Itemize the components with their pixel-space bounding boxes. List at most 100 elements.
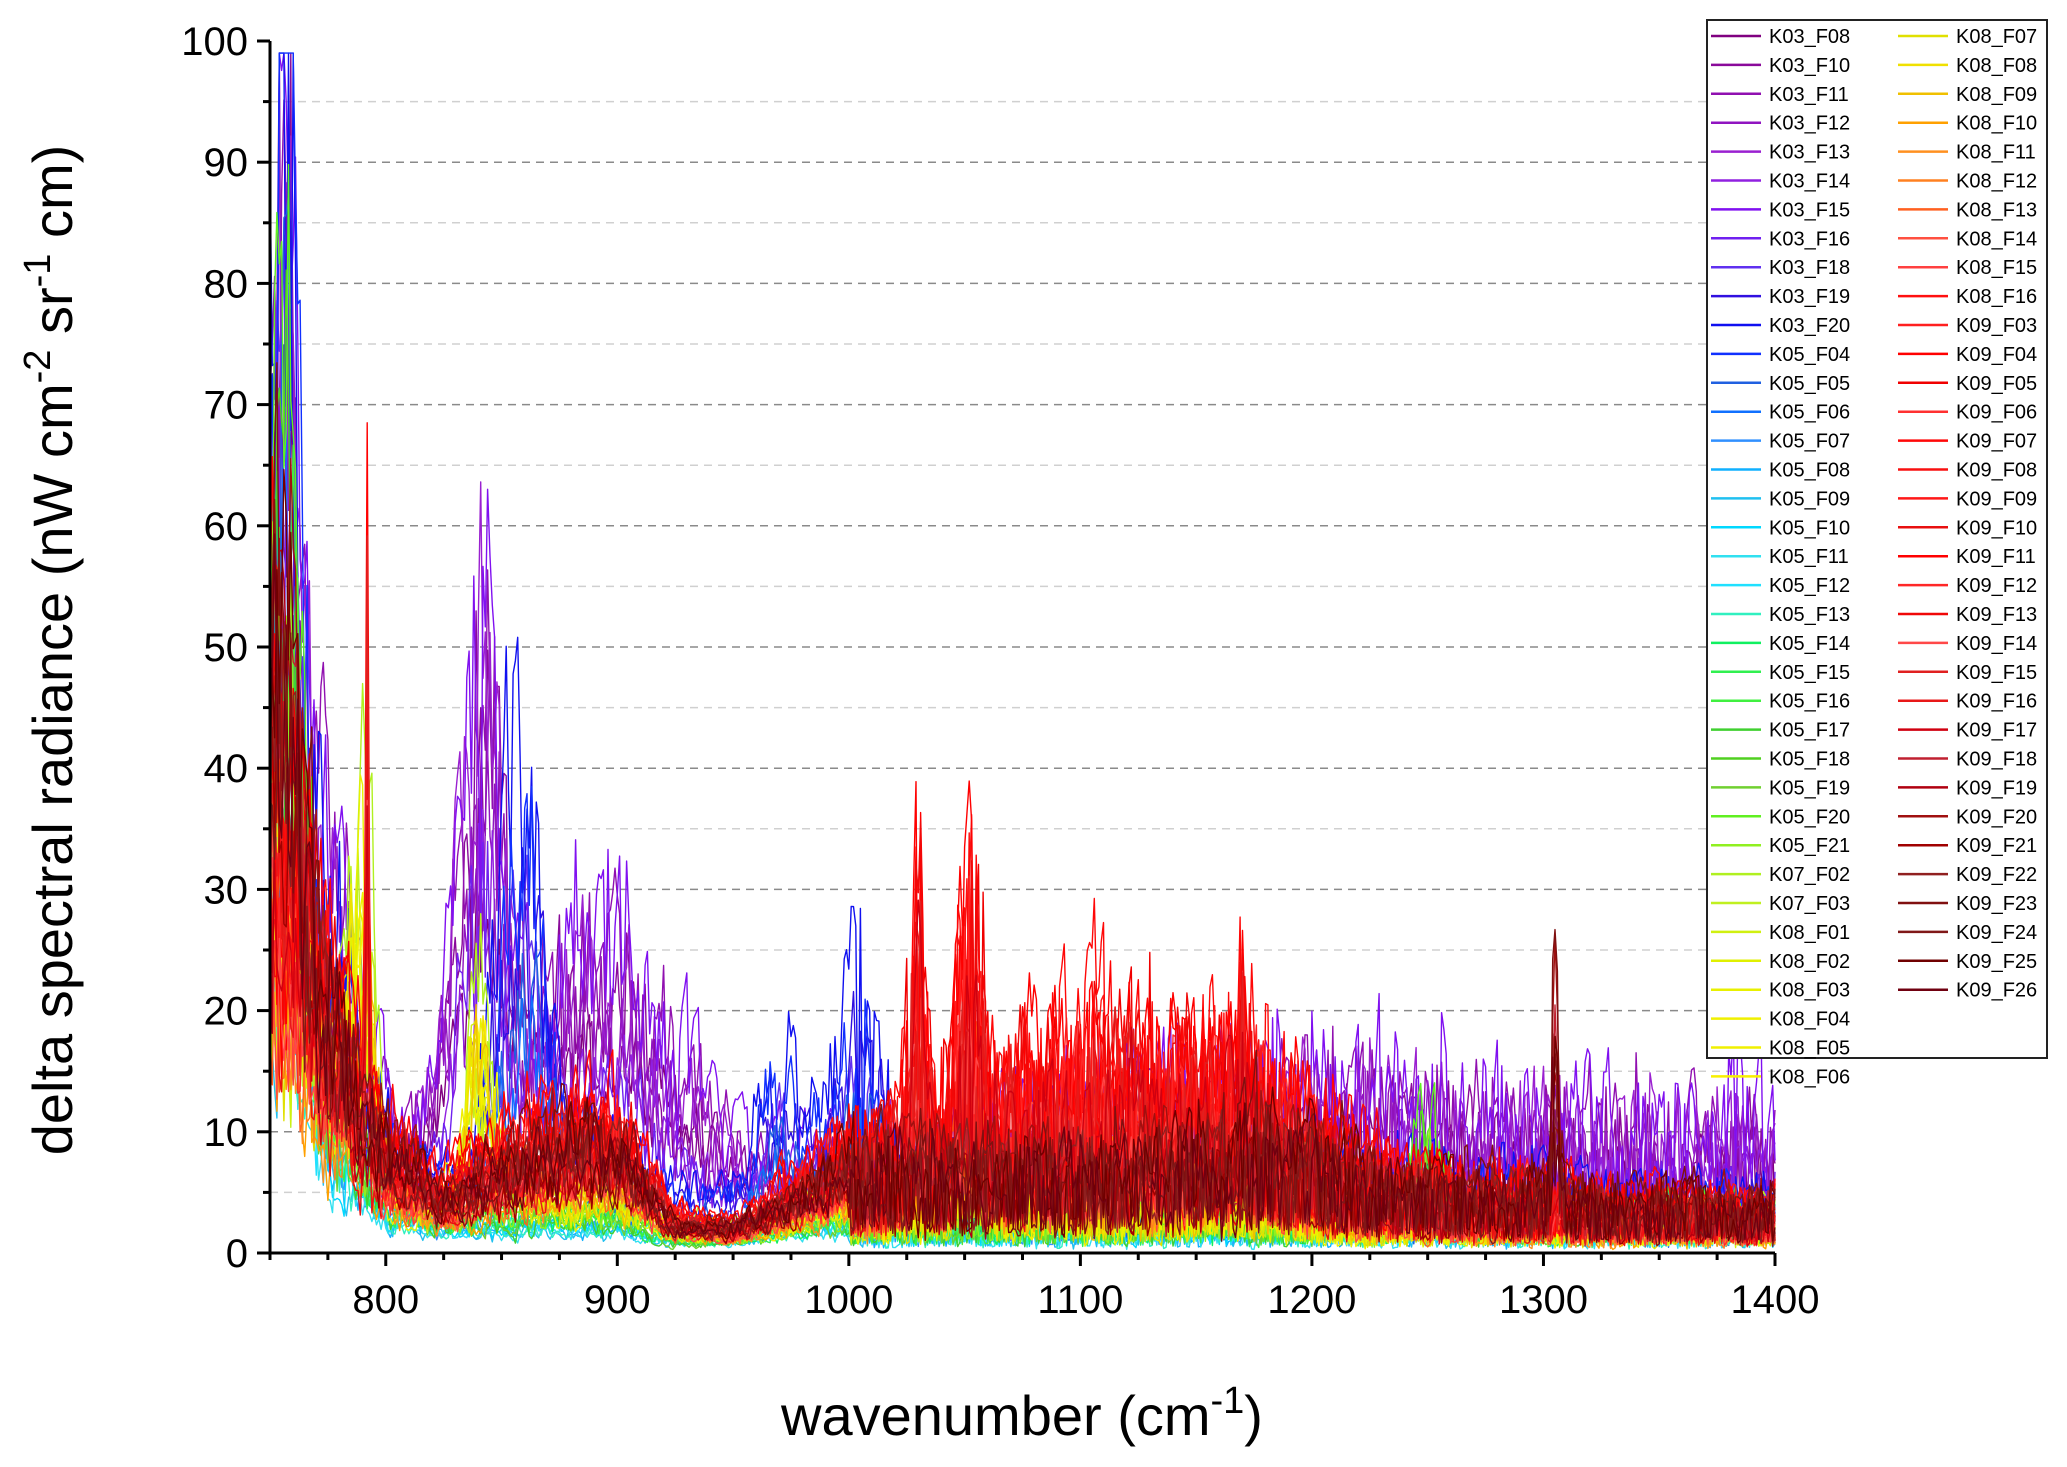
legend-label: K09_F06 [1956, 402, 2037, 424]
legend-item: K05_F12 [1711, 575, 1850, 597]
y-tick-label: 90 [204, 141, 249, 185]
legend-label: K09_F24 [1956, 922, 2037, 944]
x-tick-label: 1200 [1267, 1278, 1356, 1322]
legend-item: K08_F05 [1711, 1038, 1850, 1060]
legend-item: K05_F21 [1711, 835, 1850, 857]
legend-item: K09_F10 [1898, 517, 2037, 539]
legend-item: K03_F10 [1711, 55, 1850, 77]
legend-label: K08_F13 [1956, 199, 2037, 221]
legend-label: K03_F16 [1769, 228, 1850, 250]
legend-item: K05_F16 [1711, 691, 1850, 713]
legend-item: K03_F08 [1711, 26, 1850, 48]
series-line-k09_f26 [269, 533, 1776, 1244]
legend-item: K09_F08 [1898, 460, 2037, 482]
legend-item: K08_F01 [1711, 922, 1850, 944]
legend-label: K05_F13 [1769, 604, 1850, 626]
legend-label: K08_F01 [1769, 922, 1850, 944]
legend-item: K05_F05 [1711, 373, 1850, 395]
y-tick-label: 30 [204, 868, 249, 912]
legend-item: K09_F18 [1898, 749, 2037, 771]
legend-item: K07_F03 [1711, 893, 1850, 915]
legend-label: K09_F08 [1956, 460, 2037, 482]
legend-item: K09_F22 [1898, 864, 2037, 886]
legend-item: K09_F12 [1898, 575, 2037, 597]
y-axis-title: delta spectral radiance (nW cm-2 sr-1 cm… [17, 145, 84, 1156]
legend-item: K08_F02 [1711, 951, 1850, 973]
legend-item: K03_F19 [1711, 286, 1850, 308]
legend-label: K09_F13 [1956, 604, 2037, 626]
legend-label: K08_F04 [1769, 1009, 1850, 1031]
y-tick-label: 100 [181, 20, 248, 64]
legend-item: K03_F13 [1711, 142, 1850, 164]
legend-item: K03_F14 [1711, 171, 1850, 193]
legend-item: K08_F04 [1711, 1009, 1850, 1031]
legend-item: K05_F18 [1711, 749, 1850, 771]
legend-label: K05_F06 [1769, 402, 1850, 424]
legend-item: K09_F13 [1898, 604, 2037, 626]
series-line-k09_f18 [269, 560, 1776, 1246]
y-tick-label: 80 [204, 262, 249, 306]
legend-label: K08_F11 [1956, 142, 2036, 164]
legend-label: K05_F09 [1769, 488, 1850, 510]
legend-item: K05_F04 [1711, 344, 1850, 366]
legend-label: K03_F19 [1769, 286, 1850, 308]
legend-item: K09_F15 [1898, 662, 2037, 684]
legend-item: K09_F24 [1898, 922, 2037, 944]
legend-label: K08_F16 [1956, 286, 2037, 308]
legend-item: K07_F02 [1711, 864, 1850, 886]
x-tick-label: 800 [352, 1278, 419, 1322]
legend-item: K03_F18 [1711, 257, 1850, 279]
legend-label: K05_F19 [1769, 777, 1850, 799]
legend-label: K07_F02 [1769, 864, 1850, 886]
legend-item: K09_F20 [1898, 806, 2037, 828]
x-tick-label: 1100 [1037, 1278, 1123, 1322]
legend-item: K09_F05 [1898, 373, 2037, 395]
legend-label: K09_F23 [1956, 893, 2037, 915]
legend-label: K09_F26 [1956, 980, 2037, 1002]
legend-item: K05_F09 [1711, 488, 1850, 510]
legend-label: K05_F05 [1769, 373, 1850, 395]
legend-item: K05_F13 [1711, 604, 1850, 626]
legend-label: K05_F12 [1769, 575, 1850, 597]
legend-label: K09_F18 [1956, 749, 2037, 771]
legend-label: K09_F05 [1956, 373, 2037, 395]
legend-item: K09_F19 [1898, 777, 2037, 799]
legend-item: K08_F16 [1898, 286, 2037, 308]
legend-label: K09_F14 [1956, 633, 2037, 655]
legend-label: K08_F05 [1769, 1038, 1850, 1060]
legend-label: K03_F08 [1769, 26, 1850, 48]
legend-label: K09_F11 [1956, 546, 2036, 568]
axes [257, 39, 1777, 1266]
legend-item: K08_F09 [1898, 84, 2037, 106]
legend-label: K09_F16 [1956, 691, 2037, 713]
legend-label: K08_F08 [1956, 55, 2037, 77]
legend-label: K05_F17 [1769, 720, 1850, 742]
legend-item: K08_F03 [1711, 980, 1850, 1002]
legend-label: K05_F21 [1769, 835, 1850, 857]
legend-item: K08_F07 [1898, 26, 2037, 48]
legend-label: K05_F07 [1769, 431, 1850, 453]
legend-item: K05_F19 [1711, 777, 1850, 799]
tick-labels: 0 10 20 30 40 50 60 70 80 90 100 800 900 1000 1100 1200… [181, 20, 1819, 1322]
legend-label: K09_F04 [1956, 344, 2037, 366]
legend-label: K03_F14 [1769, 171, 1850, 193]
legend-label: K08_F03 [1769, 980, 1850, 1002]
legend-label: K09_F19 [1956, 777, 2037, 799]
legend-label: K09_F20 [1956, 806, 2037, 828]
legend-label: K09_F25 [1956, 951, 2037, 973]
legend-item: K08_F13 [1898, 199, 2037, 221]
legend-label: K03_F18 [1769, 257, 1850, 279]
legend-item: K09_F21 [1898, 835, 2037, 857]
x-tick-label: 1400 [1731, 1278, 1820, 1322]
y-tick-label: 40 [204, 747, 249, 791]
legend-item: K05_F17 [1711, 720, 1850, 742]
legend-item: K05_F08 [1711, 460, 1850, 482]
legend-item: K09_F17 [1898, 720, 2037, 742]
legend-item: K09_F03 [1898, 315, 2037, 337]
legend-item: K09_F07 [1898, 431, 2037, 453]
legend-label: K09_F10 [1956, 517, 2037, 539]
legend-label: K03_F12 [1769, 113, 1850, 135]
legend-label: K08_F10 [1956, 113, 2037, 135]
legend-item: K09_F25 [1898, 951, 2037, 973]
legend-label: K09_F17 [1956, 720, 2037, 742]
